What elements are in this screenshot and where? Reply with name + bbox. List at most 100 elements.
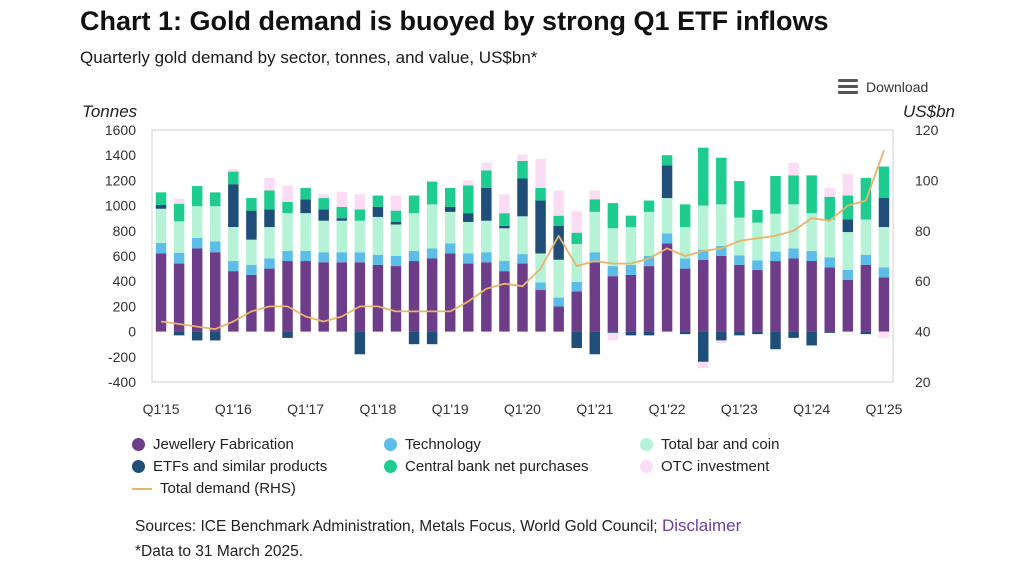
y-tick-label: 400 [113, 273, 137, 289]
bar-jewellery [553, 306, 564, 332]
legend-swatch-central-bank [384, 460, 397, 473]
y-tick-label: 1400 [105, 147, 136, 163]
bar-bar_coin [228, 227, 239, 262]
bar-etf [607, 331, 619, 333]
bar-otc [878, 331, 890, 338]
x-tick-label: Q1'22 [649, 401, 686, 417]
legend-swatch-total [132, 487, 152, 490]
legend-item-total: Total demand (RHS) [132, 480, 296, 497]
bar-central_bank [716, 157, 727, 205]
legend-label-etf: ETFs and similar products [153, 458, 328, 475]
bar-technology [571, 281, 582, 292]
bar-etf [318, 209, 329, 221]
y2-tick-label: 60 [915, 273, 931, 289]
legend-label-bar-coin: Total bar and coin [661, 436, 780, 453]
bar-jewellery [228, 271, 239, 332]
chart-title: Chart 1: Gold demand is buoyed by strong… [80, 6, 829, 36]
bar-otc [336, 191, 348, 207]
bar-central_bank [155, 192, 167, 205]
bar-jewellery [336, 262, 348, 332]
stacked-bar-chart: -400 -200 0 200 400 600 800 1000 1200 1400 1600 20 4… [82, 102, 955, 417]
bar-central_bank [210, 192, 221, 207]
bar-otc [426, 180, 438, 182]
bar-bar_coin [191, 206, 203, 238]
x-tick-label: Q1'25 [866, 401, 903, 417]
plot-frame [151, 129, 894, 383]
bar-jewellery [788, 258, 799, 332]
bar-central_bank [318, 198, 329, 210]
legend-item-bar-coin: Total bar and coin [640, 436, 779, 453]
bar-etf [463, 213, 474, 222]
bar-bar_coin [625, 227, 637, 265]
bar-technology [191, 237, 203, 249]
bar-jewellery [661, 243, 673, 332]
bar-jewellery [752, 269, 763, 332]
download-button[interactable]: Download [838, 76, 928, 97]
bar-technology [716, 245, 727, 256]
bar-bar_coin [246, 239, 257, 265]
bar-etf [842, 219, 854, 233]
bar-central_bank [173, 203, 185, 222]
bar-etf [426, 331, 438, 345]
bar-bar_coin [444, 211, 456, 244]
bar-etf [679, 331, 691, 335]
bar-otc [481, 162, 492, 171]
bar-bar_coin [607, 228, 619, 267]
bar-jewellery [517, 263, 528, 332]
y2-tick-label: 80 [915, 223, 931, 239]
x-tick-label: Q1'19 [432, 401, 469, 417]
bar-technology [390, 256, 402, 267]
bar-technology [752, 260, 763, 270]
bar-bar_coin [173, 221, 185, 253]
legend-item-technology: Technology [384, 436, 481, 453]
bar-central_bank [571, 232, 582, 245]
bar-bar_coin [336, 220, 348, 253]
bar-otc [535, 158, 546, 188]
bar-bar_coin [390, 224, 402, 256]
bar-bar_coin [716, 204, 727, 246]
bar-bar_coin [734, 217, 745, 256]
bar-jewellery [155, 253, 167, 332]
plot-area [151, 129, 894, 383]
bar-jewellery [716, 256, 727, 332]
bar-technology [426, 248, 438, 259]
x-tick-label: Q1'15 [143, 401, 180, 417]
legend-swatch-otc [640, 460, 653, 473]
x-tick-label: Q1'20 [504, 401, 541, 417]
bar-technology [300, 250, 311, 262]
bar-otc [318, 194, 329, 199]
bar-etf [155, 204, 167, 209]
bar-technology [824, 257, 835, 268]
bar-otc [282, 185, 293, 202]
bar-etf [535, 200, 546, 254]
x-tick-label: Q1'23 [721, 401, 758, 417]
bar-bar_coin [878, 227, 890, 268]
bar-technology [679, 258, 691, 269]
bar-technology [589, 252, 601, 263]
bar-technology [246, 264, 257, 275]
bar-technology [155, 242, 167, 254]
bar-jewellery [372, 264, 384, 332]
bar-technology [499, 261, 510, 272]
footnote: *Data to 31 March 2025. [135, 543, 304, 560]
bar-central_bank [806, 175, 817, 214]
bar-technology [173, 252, 185, 264]
bar-bar_coin [860, 219, 872, 255]
bar-jewellery [499, 271, 510, 332]
bar-jewellery [571, 291, 582, 332]
legend-swatch-bar-coin [640, 438, 653, 451]
bar-bar_coin [697, 205, 709, 250]
bar-otc [842, 174, 854, 196]
bar-jewellery [770, 261, 781, 332]
legend-swatch-technology [384, 438, 397, 451]
disclaimer-link[interactable]: Disclaimer [661, 516, 742, 535]
bar-etf [716, 331, 727, 341]
bar-central_bank [842, 195, 854, 220]
bar-technology [697, 249, 709, 260]
y-tick-label: -400 [108, 374, 136, 390]
bar-bar_coin [499, 228, 510, 262]
bar-otc [463, 180, 474, 186]
y-tick-label: 200 [113, 298, 137, 314]
bar-etf [824, 331, 835, 333]
bar-bar_coin [679, 227, 691, 259]
